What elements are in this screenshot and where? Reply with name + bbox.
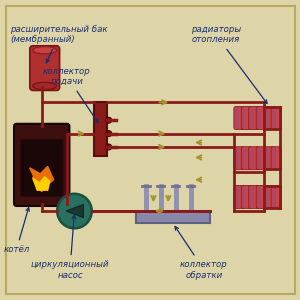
FancyBboxPatch shape bbox=[271, 185, 281, 208]
FancyBboxPatch shape bbox=[242, 107, 247, 129]
FancyBboxPatch shape bbox=[249, 107, 254, 129]
FancyBboxPatch shape bbox=[264, 185, 274, 208]
Circle shape bbox=[57, 194, 92, 228]
FancyBboxPatch shape bbox=[241, 147, 252, 170]
FancyBboxPatch shape bbox=[249, 147, 259, 170]
Text: котёл: котёл bbox=[3, 208, 29, 254]
FancyBboxPatch shape bbox=[241, 106, 252, 130]
FancyBboxPatch shape bbox=[249, 106, 259, 130]
FancyBboxPatch shape bbox=[272, 147, 276, 169]
FancyBboxPatch shape bbox=[234, 185, 244, 208]
FancyBboxPatch shape bbox=[271, 106, 281, 130]
FancyBboxPatch shape bbox=[234, 106, 244, 130]
Circle shape bbox=[106, 144, 112, 150]
Bar bbox=[235, 147, 280, 170]
FancyBboxPatch shape bbox=[14, 124, 69, 206]
FancyBboxPatch shape bbox=[242, 186, 247, 208]
Circle shape bbox=[106, 117, 112, 123]
Circle shape bbox=[106, 130, 112, 136]
FancyBboxPatch shape bbox=[256, 147, 266, 170]
FancyBboxPatch shape bbox=[235, 147, 239, 169]
FancyBboxPatch shape bbox=[264, 147, 274, 170]
Polygon shape bbox=[33, 177, 50, 190]
Bar bbox=[235, 107, 280, 129]
Ellipse shape bbox=[33, 82, 57, 90]
Bar bbox=[136, 211, 210, 223]
Text: радиаторы
отопления: радиаторы отопления bbox=[191, 25, 267, 103]
FancyBboxPatch shape bbox=[235, 107, 239, 129]
Text: расширительный бак
(мембранный): расширительный бак (мембранный) bbox=[11, 25, 108, 63]
FancyBboxPatch shape bbox=[264, 186, 269, 208]
Bar bbox=[94, 102, 107, 156]
FancyBboxPatch shape bbox=[249, 186, 254, 208]
FancyBboxPatch shape bbox=[249, 185, 259, 208]
Polygon shape bbox=[66, 205, 83, 218]
FancyBboxPatch shape bbox=[241, 185, 252, 208]
FancyBboxPatch shape bbox=[271, 147, 281, 170]
Text: циркуляционный
насос: циркуляционный насос bbox=[31, 215, 109, 280]
FancyBboxPatch shape bbox=[30, 46, 60, 90]
FancyBboxPatch shape bbox=[264, 106, 274, 130]
FancyBboxPatch shape bbox=[257, 147, 262, 169]
FancyBboxPatch shape bbox=[272, 186, 276, 208]
FancyBboxPatch shape bbox=[235, 186, 239, 208]
FancyBboxPatch shape bbox=[21, 139, 63, 197]
FancyBboxPatch shape bbox=[272, 107, 276, 129]
Ellipse shape bbox=[33, 46, 57, 54]
Bar bbox=[235, 186, 280, 208]
FancyBboxPatch shape bbox=[256, 106, 266, 130]
FancyBboxPatch shape bbox=[242, 147, 247, 169]
FancyBboxPatch shape bbox=[249, 147, 254, 169]
Text: коллектор
обратки: коллектор обратки bbox=[175, 226, 228, 280]
FancyBboxPatch shape bbox=[257, 107, 262, 129]
Text: коллектор
подачи: коллектор подачи bbox=[43, 67, 98, 123]
FancyBboxPatch shape bbox=[257, 186, 262, 208]
FancyBboxPatch shape bbox=[256, 185, 266, 208]
Polygon shape bbox=[30, 167, 54, 192]
FancyBboxPatch shape bbox=[264, 147, 269, 169]
FancyBboxPatch shape bbox=[264, 107, 269, 129]
FancyBboxPatch shape bbox=[234, 147, 244, 170]
